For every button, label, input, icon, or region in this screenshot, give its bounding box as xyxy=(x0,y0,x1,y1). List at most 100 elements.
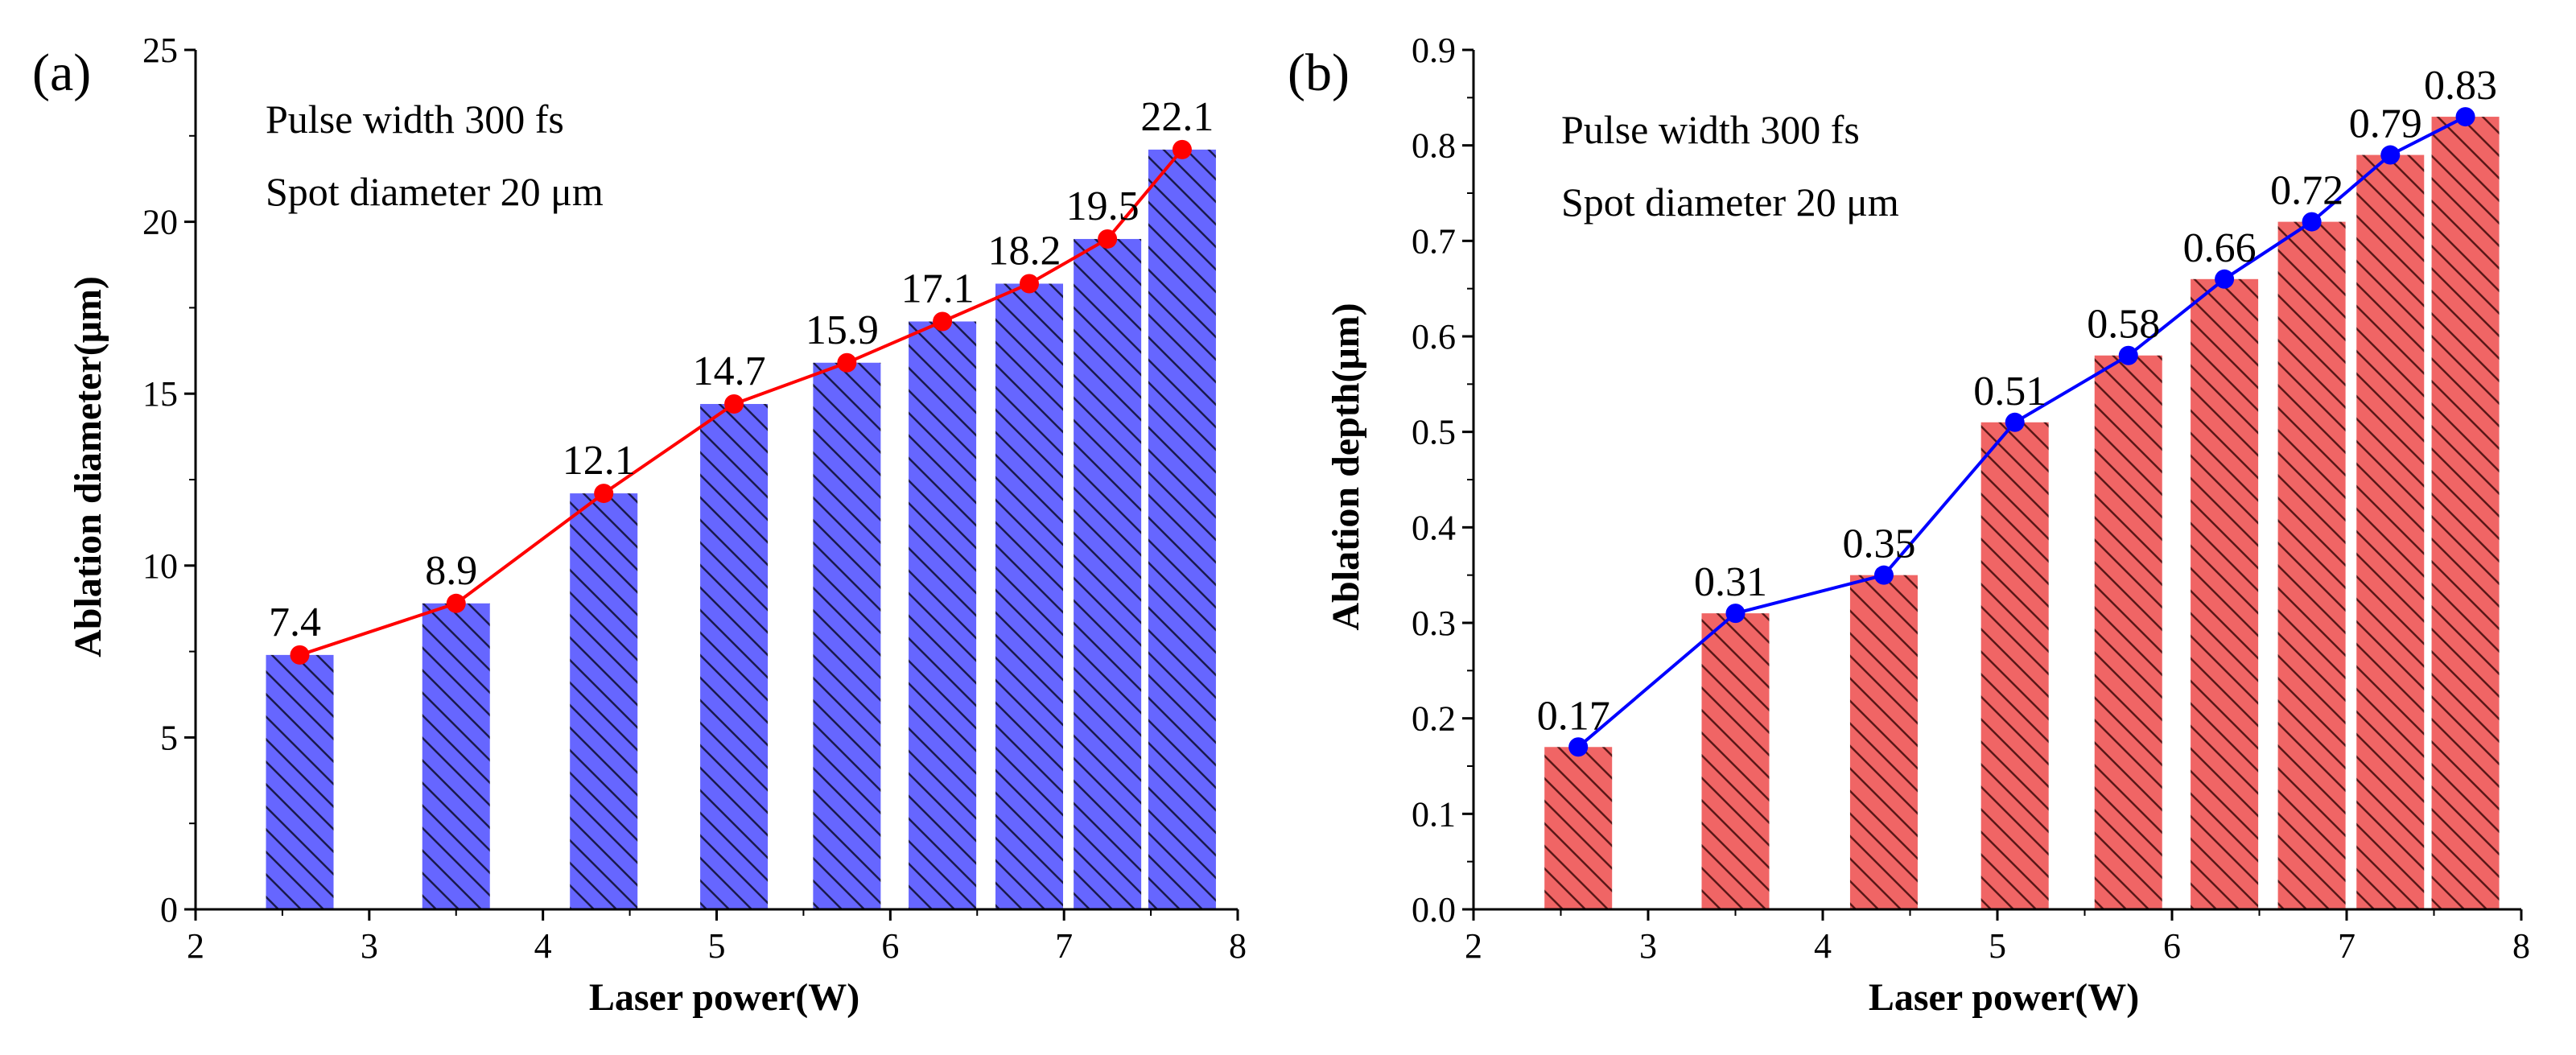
panel-a-x-tick-label: 3 xyxy=(361,926,378,966)
panel-a-point xyxy=(290,645,310,665)
panel-b-chart: (b) 0.170.310.350.510.580.660.720.790.83… xyxy=(1288,31,2530,1019)
panel-b-x-axis-title: Laser power(W) xyxy=(1869,976,2139,1019)
panel-b-bar xyxy=(1701,613,1770,909)
panel-a-point xyxy=(1098,229,1118,249)
panel-a-y-tick-label: 25 xyxy=(142,31,178,70)
panel-a-y-tick-label: 5 xyxy=(160,718,178,757)
panel-b-y-tick-label: 0.3 xyxy=(1412,604,1456,643)
panel-b-annotation-pulse-width: Pulse width 300 fs xyxy=(1561,107,1860,152)
panel-a-label: (a) xyxy=(32,43,91,102)
panel-a-bar xyxy=(909,321,977,909)
panel-a-x-tick-label: 2 xyxy=(187,926,204,966)
panel-b-point xyxy=(2005,412,2025,432)
panel-a-bar xyxy=(1074,238,1142,910)
panel-b-data-label: 0.51 xyxy=(1973,369,2046,414)
panel-b-bar xyxy=(2431,117,2500,910)
panel-a-bar xyxy=(700,404,769,909)
panel-b-y-tick-label: 0.5 xyxy=(1412,413,1456,452)
panel-a-data-label: 18.2 xyxy=(988,228,1061,274)
panel-b-point xyxy=(1725,604,1745,624)
panel-a-data-label: 8.9 xyxy=(425,548,477,594)
panel-a-point xyxy=(1172,139,1192,159)
panel-b-point xyxy=(1568,737,1589,757)
panel-a-x-tick-label: 7 xyxy=(1055,926,1073,966)
panel-b-point xyxy=(1873,565,1894,585)
panel-b-ticks: 2 3 4 5 6 7 8 0.0 0.1 0.2 0.3 0.4 0.5 0.6 0.7 0.8 0.9 xyxy=(1412,31,2530,966)
panel-a-bar xyxy=(570,493,638,909)
panel-b-bar xyxy=(2191,278,2259,909)
panel-a-data-label: 15.9 xyxy=(806,307,879,353)
panel-a-data-label: 19.5 xyxy=(1066,183,1140,229)
panel-a-x-tick-label: 6 xyxy=(881,926,899,966)
panel-b-x-tick-label: 2 xyxy=(1465,926,1482,966)
panel-a-bar xyxy=(995,283,1063,910)
panel-a-y-tick-label: 10 xyxy=(142,546,178,586)
panel-b-data-label: 0.35 xyxy=(1842,521,1915,567)
panel-a-point xyxy=(724,394,744,414)
panel-b-bar xyxy=(2356,155,2425,910)
panel-a-data-labels: 7.4 8.9 12.1 14.7 15.9 17.1 18.219.522.1 xyxy=(269,94,1214,645)
panel-a-bar xyxy=(813,362,881,909)
panel-b-point xyxy=(2118,345,2138,365)
panel-b-x-tick-label: 8 xyxy=(2512,926,2530,966)
panel-b-label: (b) xyxy=(1288,43,1350,102)
panel-b-y-axis-title: Ablation depth(μm) xyxy=(1325,303,1367,630)
panel-a-point xyxy=(1020,274,1039,294)
panel-a-x-axis-title: Laser power(W) xyxy=(589,976,859,1019)
panel-b-bars xyxy=(1544,117,2500,910)
panel-a-chart: (a) 7.4 8.9 12.1 14.7 15.9 17.1 18.219.522.1 2… xyxy=(32,31,1247,1019)
panel-b-data-label: 0.31 xyxy=(1694,559,1767,605)
panel-b-data-label: 0.17 xyxy=(1537,693,1610,739)
panel-a-annotation-pulse-width: Pulse width 300 fs xyxy=(266,97,564,142)
panel-b-data-label: 0.83 xyxy=(2424,63,2497,109)
panel-b-y-tick-label: 0.8 xyxy=(1412,126,1456,166)
panel-b-y-tick-label: 0.7 xyxy=(1412,221,1456,261)
panel-b-point xyxy=(2215,269,2235,289)
panel-b-x-tick-label: 5 xyxy=(1989,926,2006,966)
panel-b-data-label: 0.66 xyxy=(2183,225,2257,271)
panel-a-y-tick-label: 20 xyxy=(142,203,178,242)
panel-a-y-axis-title: Ablation diameter(μm) xyxy=(67,276,109,657)
panel-b-bar xyxy=(1980,422,2049,909)
panel-b-points xyxy=(1568,107,2475,757)
panel-b-y-tick-label: 0.9 xyxy=(1412,31,1456,70)
panel-a-point xyxy=(446,593,466,613)
panel-b-point xyxy=(2302,212,2322,232)
panel-b-bar xyxy=(1544,747,1613,909)
panel-a-points xyxy=(290,139,1192,665)
panel-a-annotation-spot-diameter: Spot diameter 20 μm xyxy=(266,169,604,214)
panel-b-y-tick-label: 0.4 xyxy=(1412,508,1456,547)
panel-a-y-tick-label: 0 xyxy=(160,890,178,929)
panel-b-x-tick-label: 7 xyxy=(2338,926,2355,966)
panel-b-data-labels: 0.17 0.31 0.35 0.51 0.58 0.66 0.720.790.83 xyxy=(1537,63,2497,739)
panel-b-bar xyxy=(2277,221,2346,910)
panel-b-point xyxy=(2455,107,2475,127)
panel-b-bar xyxy=(2094,355,2162,909)
panel-a-y-tick-label: 15 xyxy=(142,374,178,414)
panel-a-point xyxy=(837,352,857,373)
panel-a-x-tick-label: 5 xyxy=(708,926,726,966)
panel-b-bar xyxy=(1849,575,1918,909)
panel-a-data-label: 12.1 xyxy=(563,438,636,484)
panel-b-x-tick-label: 3 xyxy=(1639,926,1657,966)
panel-a-data-label: 14.7 xyxy=(693,348,766,394)
panel-a-ticks: 2 3 4 5 6 7 8 0 5 10 15 20 25 xyxy=(142,31,1247,966)
panel-b-y-tick-label: 0.0 xyxy=(1412,890,1456,929)
panel-b-x-tick-label: 4 xyxy=(1814,926,1832,966)
panel-a-point xyxy=(594,484,614,504)
panel-b-data-label: 0.58 xyxy=(2087,302,2160,348)
panel-a-data-label: 22.1 xyxy=(1140,94,1214,140)
panel-a-x-tick-label: 4 xyxy=(534,926,552,966)
panel-b-y-tick-label: 0.6 xyxy=(1412,317,1456,356)
panel-a-data-label: 7.4 xyxy=(269,600,321,645)
panel-a-point xyxy=(933,311,953,332)
panel-b-annotation-spot-diameter: Spot diameter 20 μm xyxy=(1561,179,1899,225)
panel-a-data-label: 17.1 xyxy=(901,266,975,311)
panel-b-data-label: 0.79 xyxy=(2349,101,2422,147)
panel-a-bar xyxy=(266,654,334,909)
panel-b-y-tick-label: 0.1 xyxy=(1412,794,1456,834)
panel-b-point xyxy=(2380,145,2401,165)
panel-b-y-tick-label: 0.2 xyxy=(1412,699,1456,739)
panel-b-data-label: 0.72 xyxy=(2270,168,2343,214)
